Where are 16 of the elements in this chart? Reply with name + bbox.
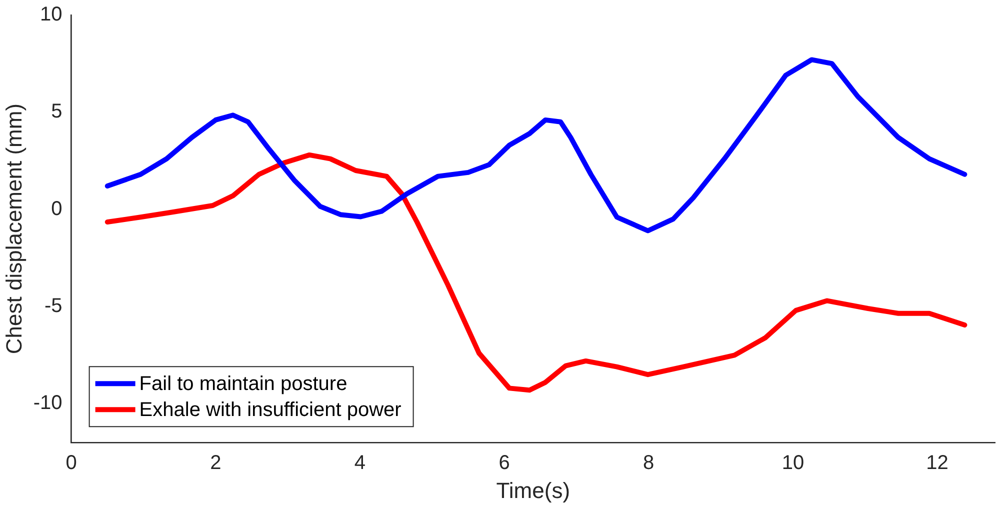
x-tick-label: 0 xyxy=(66,452,77,474)
x-tick-label: 6 xyxy=(498,452,510,474)
x-tick-label: 8 xyxy=(643,452,654,474)
y-tick-label: -10 xyxy=(33,392,62,414)
x-tick-label: 2 xyxy=(210,452,222,474)
legend-label: Exhale with insufficient power xyxy=(139,399,402,422)
y-tick-label: 10 xyxy=(40,4,62,26)
x-axis-title: Time(s) xyxy=(496,478,570,503)
x-tick-label: 10 xyxy=(782,452,804,474)
y-axis-title: Chest displacement (mm) xyxy=(1,103,26,354)
x-tick-label: 12 xyxy=(926,452,948,474)
legend-label: Fail to maintain posture xyxy=(139,373,348,396)
y-tick-label: 5 xyxy=(51,100,62,123)
y-tick-label: 0 xyxy=(51,198,62,220)
y-tick-label: -5 xyxy=(44,295,62,318)
x-tick-label: 4 xyxy=(354,452,366,474)
